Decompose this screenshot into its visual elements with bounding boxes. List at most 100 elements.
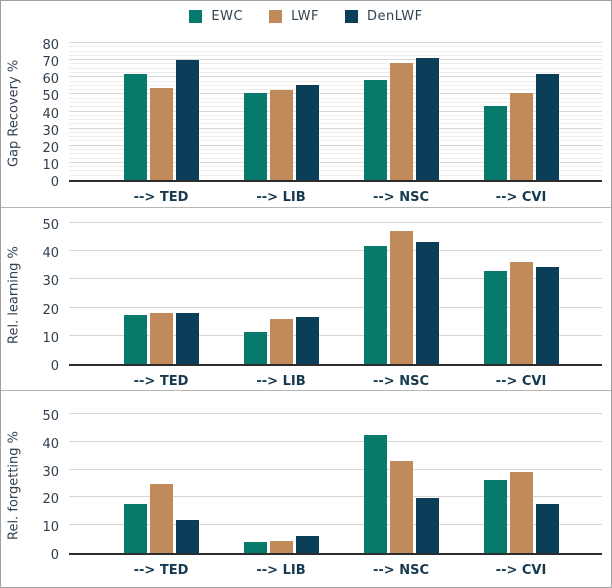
minor-gridline — [69, 106, 602, 108]
x-category-label: --> TED — [133, 563, 189, 578]
bar-denlwf — [415, 58, 439, 180]
y-tick-label: 10 — [42, 520, 59, 536]
minor-gridline — [69, 84, 602, 86]
minor-gridline — [69, 101, 602, 103]
y-tick-label: 40 — [42, 436, 59, 452]
legend-item-lwf: LWF — [269, 9, 319, 24]
x-category-label: --> CVI — [495, 374, 547, 389]
bar-lwf — [269, 540, 293, 553]
x-category-label: --> TED — [133, 374, 189, 389]
minor-gridline — [69, 149, 602, 151]
gridline — [69, 127, 602, 129]
gridline — [69, 110, 602, 112]
gridline — [69, 440, 602, 442]
minor-gridline — [69, 50, 602, 52]
plot-area — [69, 222, 602, 366]
bar-group — [243, 84, 319, 180]
legend-item-denlwf: DenLWF — [344, 9, 423, 24]
x-category-label: --> CVI — [495, 190, 547, 205]
bar-lwf — [509, 471, 533, 553]
minor-gridline — [69, 119, 602, 121]
minor-gridline — [69, 67, 602, 69]
y-tick-label: 10 — [42, 330, 59, 346]
bar-lwf — [269, 90, 293, 180]
minor-gridline — [69, 136, 602, 138]
bar-ewc — [363, 79, 387, 180]
y-tick-label: 0 — [50, 359, 59, 374]
minor-gridline — [69, 97, 602, 99]
minor-gridline — [69, 71, 602, 73]
subplot-rel-learning: Rel. learning % 0 10 20 30 40 50 --> TED --> LI… — [1, 207, 611, 390]
chart-legend: EWC LWF DenLWF — [1, 9, 611, 24]
y-tick-label: 20 — [42, 492, 59, 508]
x-category-label: --> NSC — [373, 190, 429, 205]
bar-group — [483, 471, 559, 553]
subplot-rel-forgetting: Rel. forgetting % 0 10 20 30 40 50 --> TED --> … — [1, 390, 611, 587]
bar-denlwf — [415, 497, 439, 553]
bar-denlwf — [295, 84, 319, 180]
minor-gridline — [69, 89, 602, 91]
y-tick-label: 50 — [42, 89, 59, 105]
bar-lwf — [149, 484, 173, 553]
legend-item-ewc: EWC — [189, 9, 243, 24]
y-axis-title: Rel. forgetting % — [6, 431, 22, 541]
chart-gap-recovery: Gap Recovery % 0 10 20 30 40 50 60 70 80 --> TED -… — [1, 1, 611, 207]
y-tick-label: 20 — [42, 302, 59, 318]
subplot-gap-recovery: EWC LWF DenLWF Gap Recovery % 0 10 20 30 40 5… — [1, 1, 611, 207]
y-tick-label: 60 — [42, 72, 59, 88]
y-tick-label: 80 — [42, 38, 59, 53]
bar-denlwf — [295, 317, 319, 364]
minor-gridline — [69, 46, 602, 48]
gridline — [69, 250, 602, 252]
chart-rel-learning: Rel. learning % 0 10 20 30 40 50 --> TED --> LI… — [1, 208, 611, 390]
bar-denlwf — [175, 519, 199, 553]
gridline — [69, 76, 602, 78]
x-category-label: --> LIB — [256, 190, 306, 205]
gridline — [69, 222, 602, 223]
gridline — [69, 413, 602, 414]
minor-gridline — [69, 114, 602, 116]
bar-ewc — [123, 314, 147, 364]
bar-ewc — [243, 92, 267, 180]
bar-denlwf — [175, 60, 199, 180]
bar-lwf — [509, 92, 533, 180]
y-tick-label: 50 — [42, 409, 59, 424]
gridline — [69, 42, 602, 43]
y-tick-label: 40 — [42, 106, 59, 122]
bar-denlwf — [535, 504, 559, 553]
minor-gridline — [69, 174, 602, 176]
x-category-label: --> LIB — [256, 374, 306, 389]
bar-lwf — [269, 319, 293, 364]
minor-gridline — [69, 166, 602, 168]
x-category-label: --> LIB — [256, 563, 306, 578]
y-tick-label: 0 — [50, 175, 59, 190]
legend-swatch-ewc-icon — [189, 10, 203, 23]
bar-ewc — [123, 73, 147, 180]
bar-group — [363, 231, 439, 364]
bar-group — [123, 313, 199, 364]
bar-lwf — [389, 62, 413, 180]
y-tick-label: 0 — [50, 548, 59, 563]
plot-area — [69, 413, 602, 555]
gridline — [69, 306, 602, 308]
bar-lwf — [149, 313, 173, 364]
y-tick-label: 20 — [42, 140, 59, 156]
minor-gridline — [69, 170, 602, 172]
gridline — [69, 161, 602, 163]
bar-lwf — [509, 262, 533, 364]
gridline — [69, 59, 602, 61]
bar-denlwf — [535, 73, 559, 180]
gridline — [69, 144, 602, 146]
y-tick-label: 50 — [42, 218, 59, 233]
gridline — [69, 93, 602, 95]
x-category-label: --> NSC — [373, 563, 429, 578]
bar-ewc — [483, 105, 507, 180]
bar-group — [243, 317, 319, 364]
y-tick-label: 30 — [42, 274, 59, 290]
bar-denlwf — [535, 266, 559, 364]
minor-gridline — [69, 131, 602, 133]
x-category-label: --> NSC — [373, 374, 429, 389]
bar-group — [483, 262, 559, 364]
bar-ewc — [363, 245, 387, 364]
